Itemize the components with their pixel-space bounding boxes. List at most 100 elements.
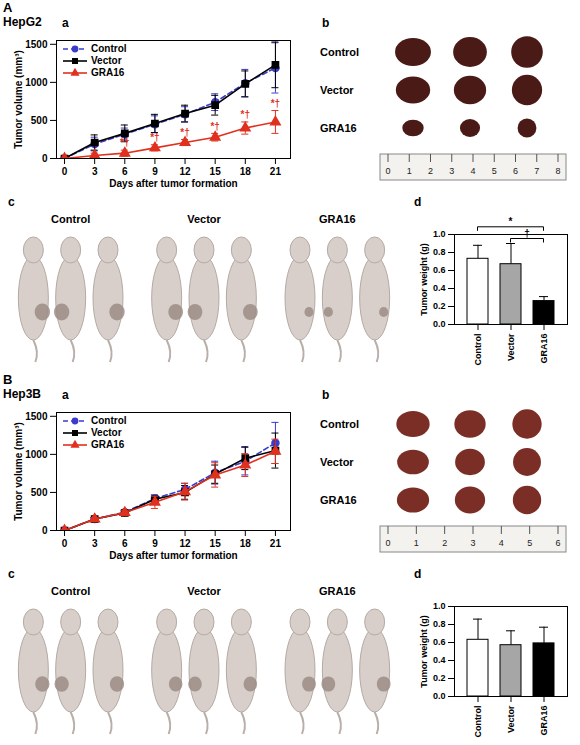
svg-text:Tumor weight (g): Tumor weight (g) [419,615,429,687]
svg-text:Days after tumor formation: Days after tumor formation [109,550,237,561]
html-text:Hep3B: Hep3B [3,387,41,401]
svg-text:3: 3 [470,538,475,548]
svg-text:*†: *† [271,98,280,109]
svg-text:Tumor volume (mm³): Tumor volume (mm³) [13,50,24,149]
svg-text:12: 12 [179,538,191,549]
svg-text:1000: 1000 [25,77,48,88]
svg-text:0.2: 0.2 [433,301,446,311]
html-text:a: a [62,16,69,30]
html-text:b: b [322,16,330,30]
svg-text:0: 0 [385,166,390,176]
svg-text:0.6: 0.6 [433,265,446,275]
html-text:GRA16: GRA16 [91,67,125,78]
svg-text:Vector: Vector [320,456,354,468]
svg-text:*†: *† [210,121,219,132]
svg-text:Days after tumor formation: Days after tumor formation [109,178,237,189]
svg-text:0.0: 0.0 [433,319,446,329]
html-text:d: d [414,567,422,581]
svg-text:*: * [509,216,513,227]
svg-text:Control: Control [473,334,483,366]
svg-text:Control: Control [51,585,90,597]
svg-text:Vector: Vector [187,585,221,597]
svg-text:500: 500 [31,115,48,126]
svg-text:1500: 1500 [25,411,48,422]
svg-text:1.0: 1.0 [433,229,446,239]
svg-text:1000: 1000 [25,449,48,460]
svg-text:7: 7 [534,166,539,176]
svg-text:GRA16: GRA16 [320,122,357,134]
svg-text:0.4: 0.4 [433,283,446,293]
svg-text:15: 15 [210,538,222,549]
svg-text:GRA16: GRA16 [539,334,549,364]
svg-text:500: 500 [31,487,48,498]
svg-text:9: 9 [152,538,158,549]
svg-text:0.4: 0.4 [433,655,446,665]
svg-text:0: 0 [42,525,48,536]
svg-text:18: 18 [240,166,252,177]
svg-text:*†: *† [241,109,250,120]
svg-text:3: 3 [92,538,98,549]
svg-text:Control: Control [320,418,359,430]
svg-text:4: 4 [499,538,504,548]
html-text:B: B [3,372,13,387]
svg-text:Tumor weight (g): Tumor weight (g) [419,243,429,315]
svg-text:Control: Control [51,213,90,225]
svg-text:Control: Control [320,46,359,58]
html-text:GRA16: GRA16 [91,439,125,450]
svg-text:6: 6 [122,538,128,549]
html-text:a: a [62,388,69,402]
svg-text:9: 9 [152,166,158,177]
svg-text:Vector: Vector [506,705,516,733]
svg-text:21: 21 [270,538,282,549]
svg-text:Tumor volume (mm³): Tumor volume (mm³) [13,422,24,521]
svg-text:*†: *† [150,132,159,143]
svg-text:0: 0 [62,538,68,549]
svg-text:1: 1 [407,166,412,176]
svg-text:0: 0 [62,166,68,177]
svg-text:15: 15 [210,166,222,177]
svg-text:0.8: 0.8 [433,247,446,257]
svg-text:0.8: 0.8 [433,619,446,629]
svg-text:0.0: 0.0 [433,691,446,701]
svg-text:†: † [524,228,530,239]
svg-text:18: 18 [240,538,252,549]
html-text:d: d [414,195,422,209]
svg-text:8: 8 [555,166,560,176]
svg-text:Vector: Vector [187,213,221,225]
html-text:Vector: Vector [91,427,122,438]
svg-text:GRA16: GRA16 [539,706,549,736]
svg-text:6: 6 [555,538,560,548]
svg-text:0.6: 0.6 [433,637,446,647]
svg-text:1: 1 [414,538,419,548]
html-text:HepG2: HepG2 [3,15,42,29]
svg-text:5: 5 [527,538,532,548]
svg-text:21: 21 [270,166,282,177]
svg-text:0.2: 0.2 [433,673,446,683]
svg-text:GRA16: GRA16 [319,213,356,225]
html-text:A: A [3,0,13,15]
svg-text:3: 3 [449,166,454,176]
svg-text:GRA16: GRA16 [319,585,356,597]
svg-text:0: 0 [385,538,390,548]
svg-text:1.0: 1.0 [433,601,446,611]
svg-text:5: 5 [492,166,497,176]
svg-text:*†: *† [180,127,189,138]
svg-text:6: 6 [122,166,128,177]
svg-text:2: 2 [428,166,433,176]
svg-text:12: 12 [179,166,191,177]
svg-text:6: 6 [513,166,518,176]
html-text:Vector: Vector [91,55,122,66]
svg-text:4: 4 [470,166,475,176]
svg-text:3: 3 [92,166,98,177]
html-text:b: b [322,388,330,402]
svg-text:Vector: Vector [506,333,516,361]
svg-text:2: 2 [442,538,447,548]
html-text:Control: Control [91,43,127,54]
svg-text:Control: Control [473,706,483,738]
svg-text:*†: *† [120,137,129,148]
svg-text:Vector: Vector [320,84,354,96]
html-text:Control: Control [91,415,127,426]
svg-text:0: 0 [42,153,48,164]
svg-text:1500: 1500 [25,39,48,50]
svg-text:GRA16: GRA16 [320,494,357,506]
